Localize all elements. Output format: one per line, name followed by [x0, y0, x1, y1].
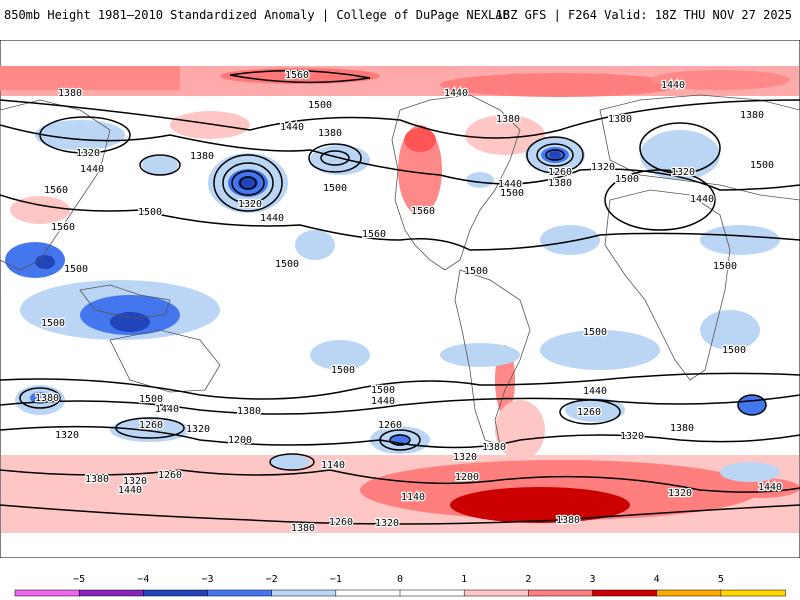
- contour-label-c17: 1500: [750, 160, 774, 171]
- contour-label-c27: 1440: [260, 213, 284, 224]
- colorbar-swatch-10: [656, 589, 722, 597]
- colorbar-swatch-9: [592, 589, 658, 597]
- contour-label-c22: 1500: [500, 188, 524, 199]
- contour-label-c35: 1500: [41, 318, 65, 329]
- contour-label-c5: 1440: [661, 80, 685, 91]
- colorbar-swatch-0: [14, 589, 80, 597]
- contour-label-c68: 1380: [291, 523, 315, 534]
- colorbar-swatch-3: [207, 589, 273, 597]
- colorbar-swatch-8: [528, 589, 594, 597]
- contour-label-c55: 1320: [453, 452, 477, 463]
- contour-label-c12: 1380: [190, 151, 214, 162]
- colorbar-swatch-4: [271, 589, 337, 597]
- contour-label-c41: 1380: [35, 393, 59, 404]
- contour-label-c43: 1440: [371, 396, 395, 407]
- contour-label-c11: 1320: [76, 148, 100, 159]
- colorbar-tick-label-9: 4: [654, 574, 660, 585]
- contour-label-c49: 1320: [186, 424, 210, 435]
- contour-label-c19: 1380: [548, 178, 572, 189]
- contour-label-c53: 1320: [55, 430, 79, 441]
- contour-label-c56: 1140: [321, 460, 345, 471]
- colorbar-swatch-1: [78, 589, 145, 597]
- contour-label-c67: 1260: [329, 517, 353, 528]
- colorbar-swatch-7: [463, 589, 530, 597]
- contour-label-c57: 1200: [455, 472, 479, 483]
- contour-label-c23: 1560: [44, 185, 68, 196]
- contour-label-c21: 1500: [323, 183, 347, 194]
- contour-label-c52: 1200: [228, 435, 252, 446]
- contour-label-c20: 1440: [498, 179, 522, 190]
- contour-label-c31: 1500: [64, 264, 88, 275]
- contour-label-c44: 1440: [155, 404, 179, 415]
- height-contours: [0, 69, 800, 525]
- contour-label-c65: 1380: [556, 515, 580, 526]
- contour-label-c48: 1260: [139, 420, 163, 431]
- contour-label-c4: 1440: [444, 88, 468, 99]
- contour-label-c64: 1140: [401, 492, 425, 503]
- contour-label-c50: 1380: [670, 423, 694, 434]
- contour-label-c54: 1380: [482, 442, 506, 453]
- contour-label-c63: 1320: [668, 488, 692, 499]
- contour-label-c33: 1500: [464, 266, 488, 277]
- contour-label-c61: 1440: [118, 485, 142, 496]
- colorbar-tick-label-1: −4: [137, 574, 149, 585]
- contour-label-c30: 1560: [362, 229, 386, 240]
- contour-label-c38: 1500: [331, 365, 355, 376]
- colorbar-tick-label-8: 3: [589, 574, 595, 585]
- contour-label-c51: 1320: [620, 431, 644, 442]
- contour-label-c37: 1500: [722, 345, 746, 356]
- contour-label-c25: 1440: [690, 194, 714, 205]
- contour-label-c24: 1320: [238, 199, 262, 210]
- contour-label-c14: 1260: [548, 167, 572, 178]
- contour-label-c3: 1500: [308, 100, 332, 111]
- colorbar-tick-label-4: −1: [330, 574, 342, 585]
- contour-label-c26: 1500: [138, 207, 162, 218]
- contour-label-c10: 1380: [740, 110, 764, 121]
- contour-label-c39: 1500: [371, 385, 395, 396]
- colorbar-swatch-5: [335, 589, 401, 597]
- negative-anomaly-shading: [5, 120, 780, 482]
- colorbar-swatch-6: [399, 589, 465, 597]
- contour-label-c34: 1500: [713, 261, 737, 272]
- contour-label-c36: 1500: [583, 327, 607, 338]
- contour-label-c28: 1560: [411, 206, 435, 217]
- colorbar-tick-label-10: 5: [718, 574, 724, 585]
- contour-label-c6: 1440: [280, 122, 304, 133]
- contour-label-c13: 1440: [80, 164, 104, 175]
- contour-label-c58: 1260: [158, 470, 182, 481]
- contour-label-c15: 1320: [591, 162, 615, 173]
- colorbar-swatch-11: [720, 589, 786, 597]
- contour-label-c60: 1320: [123, 476, 147, 487]
- contour-label-c45: 1380: [237, 406, 261, 417]
- model-run-info: 18Z GFS | F264 Valid: 18Z THU NOV 27 202…: [495, 8, 792, 22]
- contour-label-c59: 1380: [85, 474, 109, 485]
- contour-label-c40: 1440: [583, 386, 607, 397]
- contour-label-c66: 1320: [375, 518, 399, 529]
- map-title: 850mb Height 1981–2010 Standardized Anom…: [4, 8, 510, 22]
- contour-label-c42: 1500: [139, 394, 163, 405]
- contour-label-c8: 1380: [496, 114, 520, 125]
- contour-label-c18: 1500: [615, 174, 639, 185]
- contour-label-c62: 1440: [758, 482, 782, 493]
- contour-label-c9: 1380: [608, 114, 632, 125]
- contour-label-c46: 1260: [577, 407, 601, 418]
- colorbar-tick-label-5: 0: [397, 574, 403, 585]
- color-scale-bar: −5 −4 −3 −2 −1 0 1 2 3 4 5: [14, 574, 786, 597]
- contour-label-c29: 1560: [51, 222, 75, 233]
- contour-label-c1: 1560: [285, 70, 309, 81]
- colorbar-tick-label-2: −3: [201, 574, 213, 585]
- contour-label-c47: 1260: [378, 420, 402, 431]
- colorbar-tick-label-7: 2: [525, 574, 531, 585]
- contour-label-c32: 1500: [275, 259, 299, 270]
- colorbar-tick-label-6: 1: [461, 574, 467, 585]
- colorbar-tick-label-0: −5: [73, 574, 85, 585]
- colorbar-swatch-2: [143, 589, 209, 597]
- colorbar-tick-label-3: −2: [266, 574, 278, 585]
- contour-label-c2: 1380: [58, 88, 82, 99]
- contour-label-c7: 1380: [318, 128, 342, 139]
- contour-label-c16: 1320: [671, 167, 695, 178]
